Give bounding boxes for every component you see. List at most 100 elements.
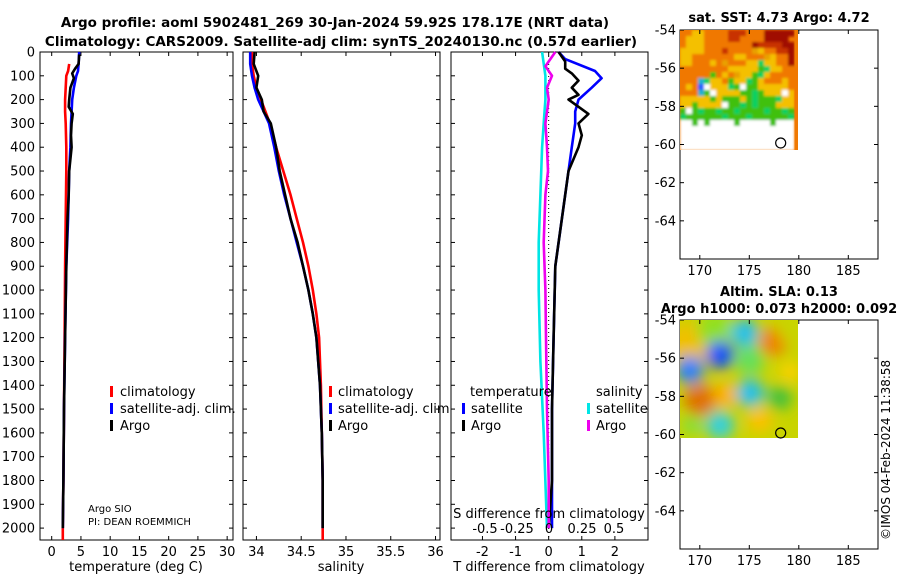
sst-cell [710, 42, 717, 49]
x-tick-label: 0 [545, 545, 553, 560]
sst-cell [788, 144, 795, 150]
s-diff-tick-label: 0.5 [604, 522, 625, 537]
sst-cell [782, 126, 789, 133]
sst-cell [764, 66, 771, 73]
sst-cell [728, 72, 735, 79]
difference-legend: temperature salinity satellite Argo sate… [462, 385, 648, 434]
legend-t-argo-swatch [462, 420, 465, 431]
title-line-1: Argo profile: aoml 5902481_269 30-Jan-20… [61, 15, 609, 31]
sst-cell [782, 114, 789, 121]
sst-cell [770, 30, 777, 37]
sst-cell [788, 108, 795, 115]
legend-climatology-swatch [329, 386, 332, 397]
salinity-legend: climatology satellite-adj. clim. Argo [329, 385, 454, 434]
sst-cell [704, 78, 711, 85]
x-tick-label: -2 [476, 545, 489, 560]
sst-cell [692, 108, 699, 115]
sst-cell [758, 126, 765, 133]
sst-cell [692, 42, 699, 49]
sst-cell [752, 144, 759, 150]
x-tick-label: 1 [578, 545, 586, 560]
sst-cell [740, 48, 747, 55]
sst-cell [740, 126, 747, 133]
sst-cell [704, 72, 711, 79]
sst-cell [704, 114, 711, 121]
sst-cell [692, 96, 699, 103]
sst-cell [770, 102, 777, 109]
sst-cell [728, 120, 735, 127]
sst-cell [686, 114, 693, 121]
sst-cell [680, 132, 687, 139]
sst-cell [686, 54, 693, 61]
sst-cell [740, 90, 747, 97]
sst-cell [710, 78, 717, 85]
y-tick-label: 900 [10, 260, 35, 275]
sst-cell [722, 144, 729, 150]
sst-cell [776, 60, 783, 67]
sst-cell [692, 78, 699, 85]
sst-cell [776, 108, 783, 115]
sst-cell [704, 30, 711, 37]
sla-map-subtitle: Argo h1000: 0.073 h2000: 0.092 [661, 302, 897, 317]
sst-cell [722, 72, 729, 79]
sst-cell [776, 30, 783, 37]
sst-cell [686, 96, 693, 103]
sla-blob [697, 320, 733, 348]
sst-cell [680, 126, 687, 133]
sst-cell [728, 96, 735, 103]
temperature-lines [61, 51, 81, 540]
sla-blob [736, 346, 764, 374]
salinity-panel: 34 34.5 35 35.5 36 salinity climatology sate… [242, 51, 454, 575]
x-tick-label: 20 [160, 545, 177, 560]
map-y-tick-label: -60 [655, 138, 676, 153]
sst-cell [740, 72, 747, 79]
sst-cell [734, 138, 741, 145]
sst-cell [692, 102, 699, 109]
difference-panel: -2 -1 0 1 2 T difference from climatology S … [450, 51, 649, 575]
sst-cell [770, 54, 777, 61]
x-tick-label: 36 [427, 545, 444, 560]
sst-cell [722, 36, 729, 43]
sst-cell [716, 30, 723, 37]
sst-cell [788, 66, 795, 73]
y-tick-label: 700 [10, 212, 35, 227]
sst-cell [680, 102, 687, 109]
sst-cell [758, 120, 765, 127]
sst-cell [704, 84, 711, 91]
sst-cell [740, 108, 747, 115]
sst-cell [764, 36, 771, 43]
x-tick-label: 30 [219, 545, 236, 560]
salinity-lines [248, 51, 325, 540]
sst-cell [776, 90, 783, 97]
sst-cell [788, 120, 795, 127]
sst-cell [680, 54, 687, 61]
sst-cell [782, 96, 789, 103]
sst-cell [698, 132, 705, 139]
y-tick-label: 300 [10, 117, 35, 132]
sst-cell [704, 60, 711, 67]
sla-blob [684, 384, 716, 416]
legend-argo-label: Argo [120, 419, 150, 434]
sst-cell [710, 96, 717, 103]
sst-cell [692, 120, 699, 127]
sst-cell [782, 60, 789, 67]
map-x-tick-label: 175 [737, 554, 762, 569]
sst-cell [752, 96, 759, 103]
sst-cell [716, 54, 723, 61]
sst-cell [758, 90, 765, 97]
map-x-tick-label: 185 [836, 264, 861, 279]
sst-cell [710, 108, 717, 115]
legend-satellite-label: satellite-adj. clim. [120, 402, 236, 417]
sst-cell [758, 36, 765, 43]
sst-cell [692, 84, 699, 91]
sst-cell [692, 48, 699, 55]
sst-cell [728, 102, 735, 109]
sst-cell [740, 60, 747, 67]
sst-cell [752, 90, 759, 97]
sst-cell [770, 96, 777, 103]
sst-cell [722, 60, 729, 67]
sst-cell [782, 48, 789, 55]
sst-cell [698, 144, 705, 150]
sst-cell [788, 126, 795, 133]
sst-cell [680, 114, 687, 121]
